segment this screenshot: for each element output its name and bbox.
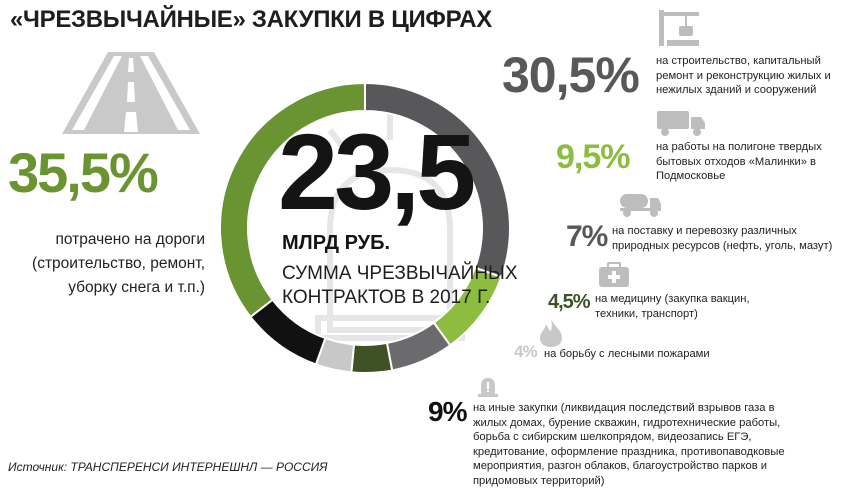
total-unit: МЛРД РУБ. [282, 232, 391, 254]
fires-description: на борьбу с лесными пожарами [544, 348, 710, 360]
resources-description: на поставку и перевозку различных природ… [612, 225, 833, 252]
waste-description: на работы на полигоне твердых бытовых от… [656, 141, 822, 182]
fires-percent: 4% [514, 342, 538, 361]
construction-percent: 30,5% [502, 47, 640, 103]
total-amount: 23,5 [278, 111, 476, 232]
donut-slice-roads [219, 81, 366, 319]
construction-description: на строительство, капитальный ремонт и р… [656, 55, 831, 96]
tank-truck-icon [618, 192, 662, 223]
source-note: Источник: ТРАНСПЕРЕНСИ ИНТЕРНЕШНЛ — РОСС… [8, 460, 328, 474]
donut-slice-medicine [350, 341, 394, 374]
other-description: на иные закупки (ликвидация последствий … [473, 402, 785, 487]
roads-description: потрачено на дороги (строительство, ремо… [32, 231, 205, 296]
total-caption: СУММА ЧРЕЗВЫЧАЙНЫХ КОНТРАКТОВ В 2017 Г. [282, 263, 518, 308]
crane-icon [655, 8, 701, 53]
warning-beacon-icon [476, 374, 500, 403]
chart-title: «ЧРЕЗВЫЧАЙНЫЕ» ЗАКУПКИ В ЦИФРАХ [10, 6, 492, 33]
medicine-description: на медицину (закупка вакцин, техники, тр… [595, 293, 750, 320]
roads-percent: 35,5% [8, 141, 159, 204]
other-percent: 9% [428, 396, 467, 427]
waste-percent: 9,5% [556, 138, 630, 176]
first-aid-kit-icon [598, 262, 630, 293]
flame-icon [538, 318, 564, 353]
garbage-truck-icon [655, 107, 707, 142]
medicine-percent: 4,5% [548, 291, 591, 313]
donut-chart [219, 81, 511, 374]
road-icon [62, 52, 200, 139]
resources-percent: 7% [566, 220, 608, 253]
